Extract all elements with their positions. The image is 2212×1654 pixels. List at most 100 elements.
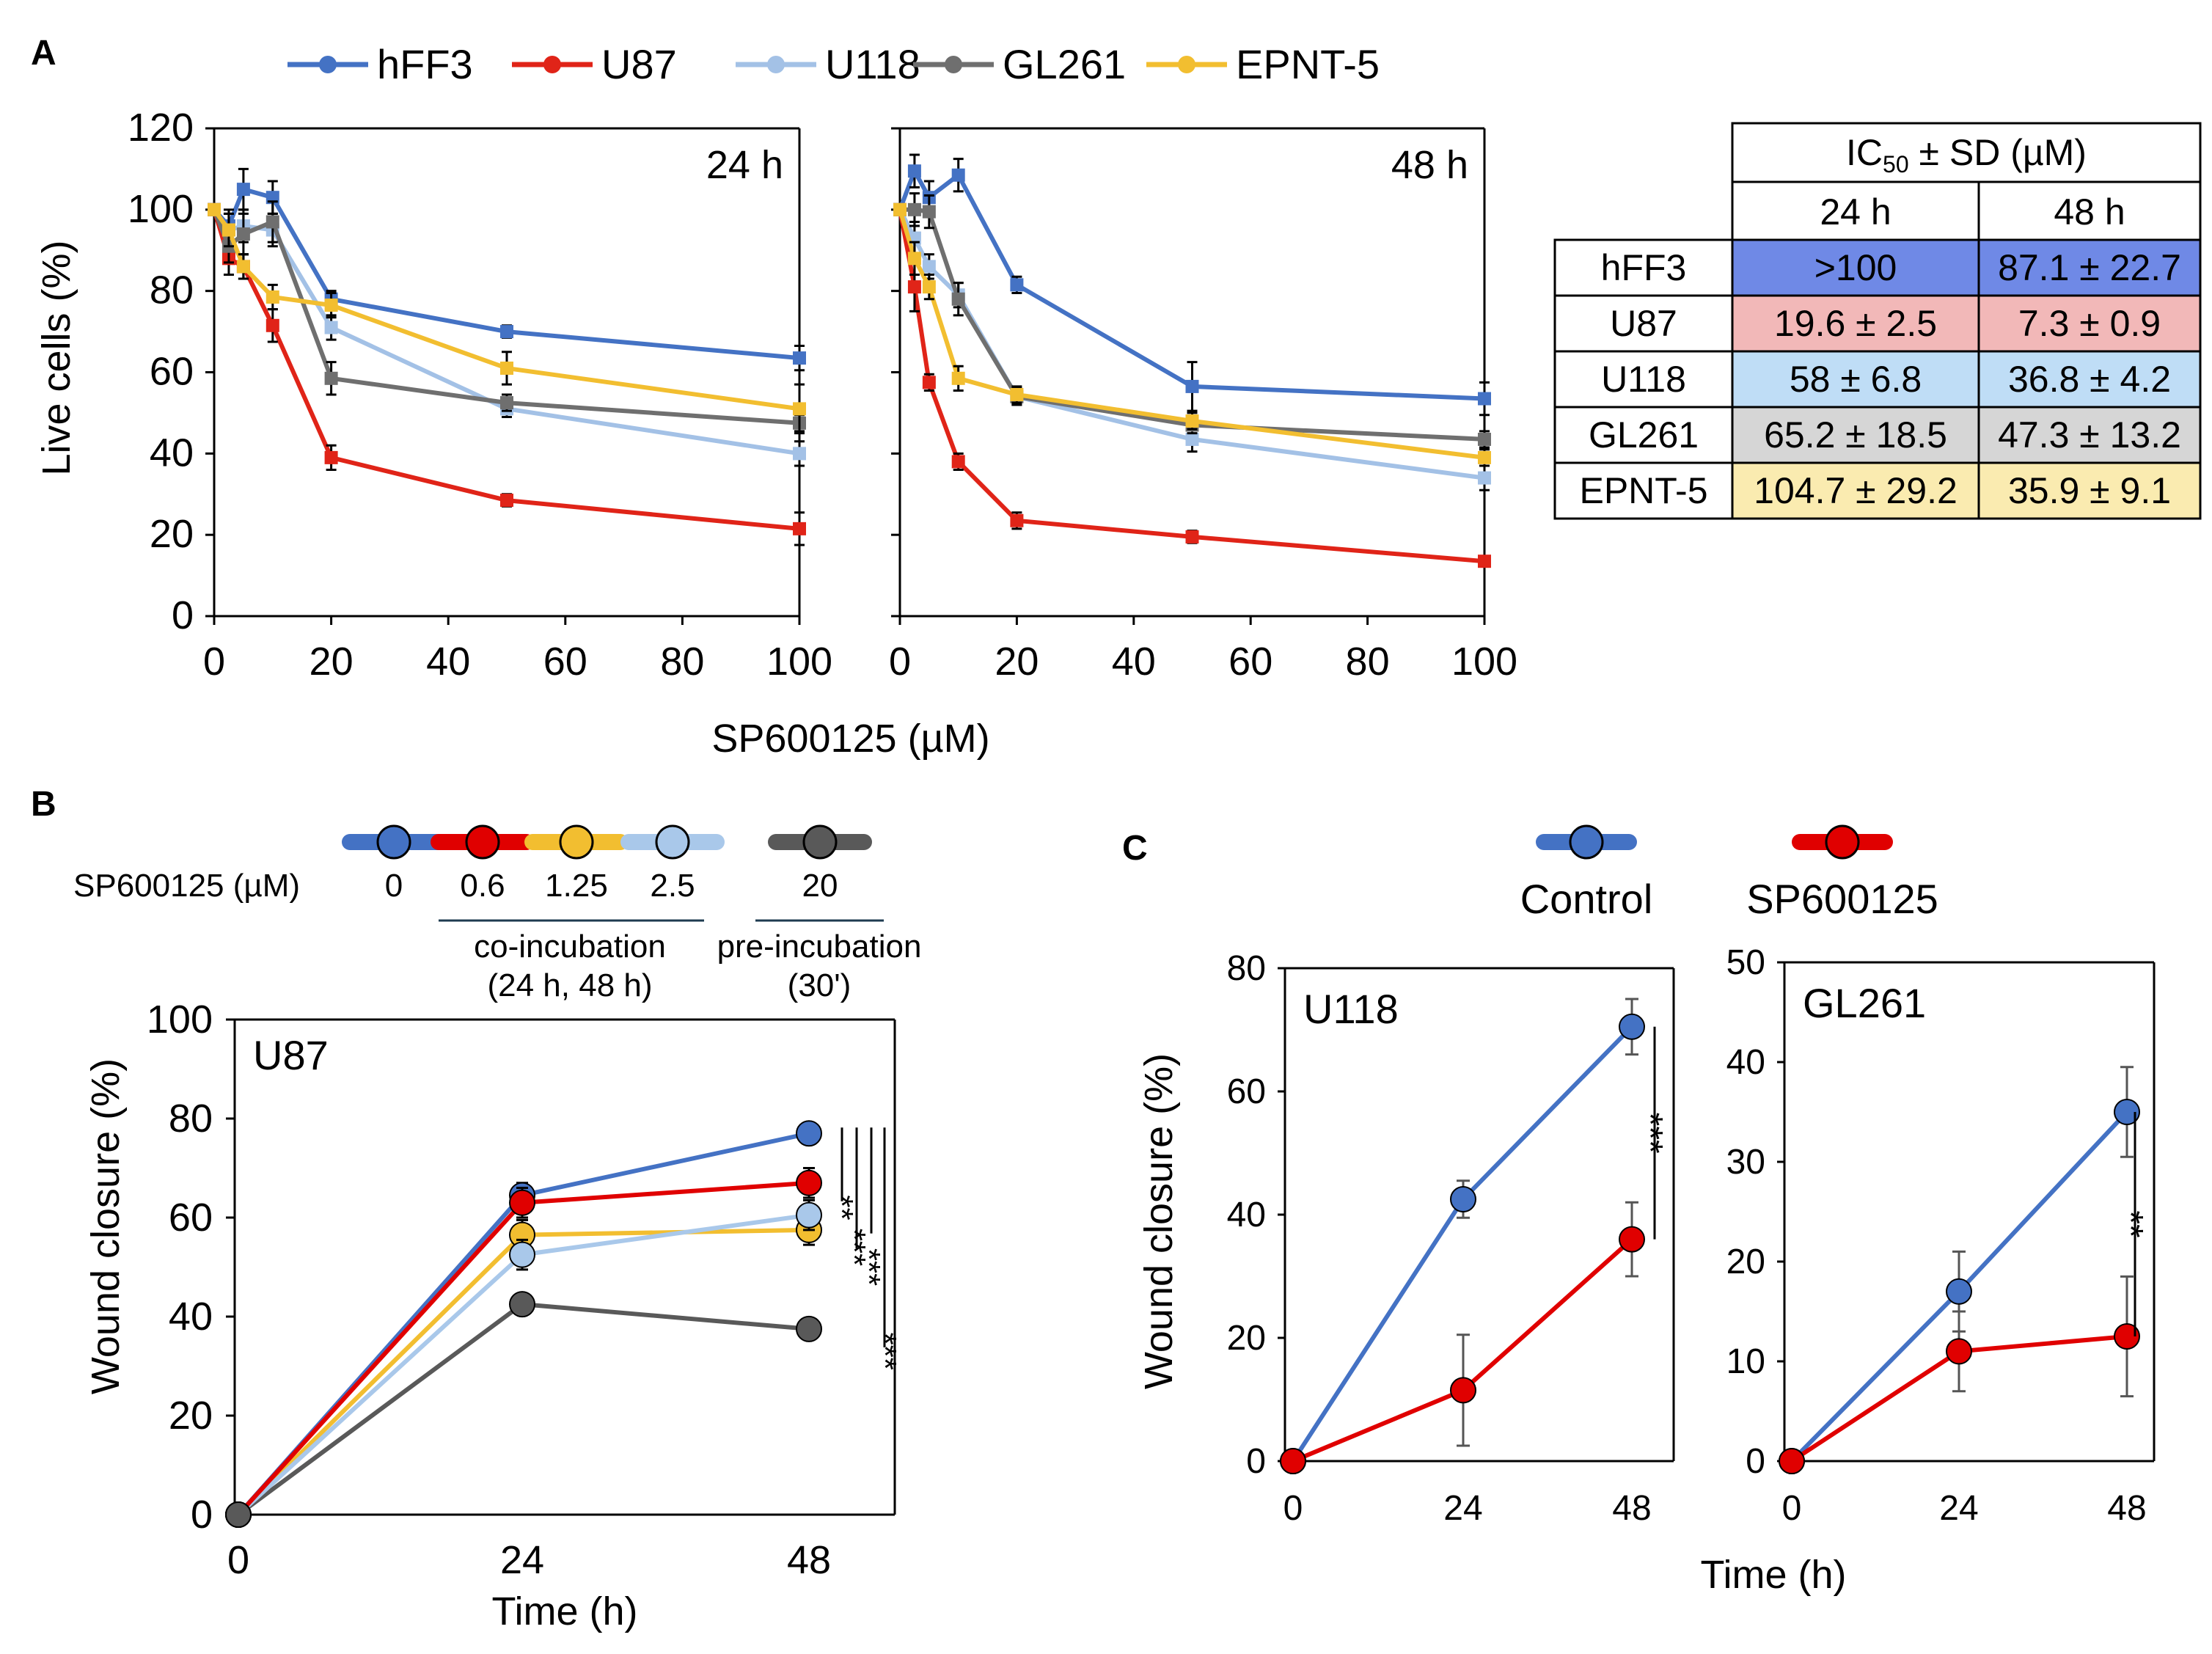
data-point-2-5 [796, 1201, 822, 1229]
data-point-epnt-5 [1185, 414, 1199, 428]
legend-b-pre: pre-incubation [717, 929, 922, 965]
x-tick-label: 40 [1112, 640, 1156, 684]
table-value: 58 ± 6.8 [1790, 359, 1922, 400]
data-point-control [2114, 1099, 2140, 1125]
x-tick-label: 100 [766, 640, 832, 684]
data-point-u87 [1010, 513, 1024, 527]
data-point-gl261 [500, 396, 513, 410]
table-row-label: GL261 [1589, 414, 1699, 455]
legend-c-marker-control [1569, 824, 1604, 860]
significance-stars: *** [851, 1248, 887, 1286]
table-col-header: 24 h [1820, 191, 1891, 233]
data-point-sp600125 [1619, 1226, 1645, 1253]
legend-b-value: 1.25 [545, 868, 608, 904]
table-row-label: EPNT-5 [1579, 470, 1707, 511]
x-axis-label-c: Time (h) [1701, 1553, 1847, 1597]
data-point-sp600125 [1450, 1377, 1476, 1404]
data-point-20 [509, 1291, 535, 1318]
legend-label-gl261: GL261 [1003, 41, 1126, 87]
data-point-20 [796, 1315, 822, 1342]
legend-marker-u87 [543, 56, 561, 73]
data-point-epnt-5 [221, 223, 235, 237]
data-point-u87 [922, 376, 936, 389]
y-tick-label: 100 [147, 998, 213, 1042]
legend-panel-a: hFF3 U87 U118 GL261 EPNT-5 [288, 41, 1380, 87]
data-point-control [1619, 1013, 1645, 1040]
data-point-u87 [907, 280, 921, 294]
x-tick-label: 0 [227, 1538, 249, 1582]
data-point-epnt-5 [265, 290, 279, 304]
data-point-u87 [324, 450, 338, 464]
legend-marker-u118 [767, 56, 785, 73]
data-point-hff3 [1010, 278, 1024, 292]
y-tick-label: 20 [150, 512, 194, 556]
x-tick-label: 80 [1346, 640, 1390, 684]
data-point-epnt-5 [922, 280, 936, 294]
legend-c-label-sp600125: SP600125 [1746, 876, 1938, 922]
data-point-epnt-5 [1478, 450, 1491, 464]
data-point-epnt-5 [324, 299, 338, 312]
legend-b-marker [559, 824, 594, 860]
plot-title: 48 h [1391, 143, 1468, 187]
x-axis-label-a: SP600125 (µM) [711, 717, 989, 761]
x-tick-label: 48 [787, 1538, 831, 1582]
significance-stars: *** [867, 1333, 903, 1370]
data-point-epnt-5 [893, 202, 907, 216]
table-value: 19.6 ± 2.5 [1774, 303, 1937, 344]
y-tick-label: 0 [172, 593, 194, 637]
plot-title: U118 [1303, 986, 1399, 1032]
legend-panel-b: SP600125 (µM) 0 0.6 1.25 2.5 20co-incubation(… [73, 824, 922, 1003]
x-tick-label: 0 [1283, 1489, 1303, 1528]
legend-label-u87: U87 [601, 41, 677, 87]
table-row-label-cell [1553, 461, 1734, 520]
data-point-2-5 [509, 1241, 535, 1268]
y-axis-label-c: Wound closure (%) [1137, 1053, 1181, 1389]
series-line-20 [237, 1302, 810, 1517]
data-point-hff3 [1185, 379, 1199, 393]
legend-marker-epnt-5 [1178, 56, 1195, 73]
legend-b-value: 0.6 [460, 868, 505, 904]
significance-stars: *** [1630, 1113, 1669, 1154]
data-point-epnt-5 [1010, 387, 1024, 401]
plot-wound-closure-gl261: 0 10 20 30 40 50 0 24 48 GL261 ** [1726, 943, 2156, 1528]
table-cell [1731, 461, 1980, 520]
data-point-hff3 [951, 168, 965, 182]
data-point-hff3 [793, 351, 806, 365]
data-point-u118 [324, 321, 338, 334]
x-tick-label: 60 [543, 640, 587, 684]
table-value: 35.9 ± 9.1 [2008, 470, 2171, 511]
y-tick-label: 60 [169, 1196, 213, 1240]
data-point-hff3 [907, 164, 921, 178]
x-tick-label: 20 [995, 640, 1039, 684]
plot-live-cells-48h: 0 20 40 60 80 100 48 h [889, 127, 1517, 684]
legend-b-marker [655, 824, 690, 860]
series-line-1-25 [236, 1227, 810, 1517]
data-point-control [1450, 1186, 1476, 1212]
y-tick-label: 40 [150, 431, 194, 475]
table-value: >100 [1814, 247, 1897, 288]
x-tick-label: 48 [2107, 1489, 2146, 1528]
data-point-u118 [1185, 432, 1199, 446]
data-point-epnt-5 [500, 361, 513, 375]
table-cell [1731, 238, 1980, 297]
data-point-u87 [1185, 530, 1199, 544]
x-tick-label: 60 [1228, 640, 1272, 684]
significance-stars: ** [824, 1195, 860, 1220]
legend-label-hff3: hFF3 [377, 41, 473, 87]
data-point-sp600125 [2114, 1323, 2140, 1350]
table-value: 47.3 ± 13.2 [1998, 414, 2181, 455]
data-point-gl261 [265, 215, 279, 229]
y-tick-label: 60 [150, 350, 194, 394]
data-point-u87 [500, 494, 513, 508]
data-point-hff3 [500, 325, 513, 339]
x-tick-label: 0 [889, 640, 911, 684]
y-tick-label: 80 [150, 268, 194, 312]
legend-b-co: co-incubation [474, 929, 666, 965]
legend-b-value: 20 [802, 868, 838, 904]
data-point-epnt-5 [236, 260, 250, 274]
y-tick-label: 20 [169, 1394, 213, 1438]
legend-panel-c: Control SP600125 [1520, 824, 1938, 922]
table-col-header: 48 h [2054, 191, 2125, 233]
y-tick-label: 40 [1726, 1043, 1765, 1082]
